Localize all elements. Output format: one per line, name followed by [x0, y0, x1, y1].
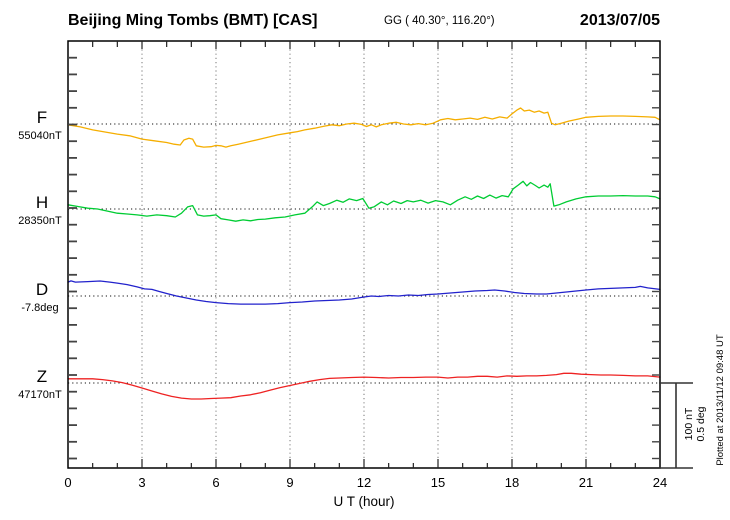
scale-bar: 100 nT 0.5 deg: [659, 382, 707, 469]
series-value-Z: 47170nT: [18, 389, 62, 401]
curve-Z: [67, 372, 661, 400]
series-value-F: 55040nT: [18, 130, 62, 142]
x-tick-label: 15: [431, 475, 445, 490]
curve-F: [67, 107, 661, 148]
series-letter-Z: Z: [37, 367, 47, 386]
geo-coordinates: GG ( 40.30°, 116.20°): [384, 15, 495, 27]
series-value-H: 28350nT: [18, 215, 62, 227]
x-tick-label: 24: [653, 475, 667, 490]
grid-layer: [68, 41, 660, 468]
x-tick-label: 21: [579, 475, 593, 490]
x-tick-label: 18: [505, 475, 519, 490]
x-tick-label: 0: [64, 475, 71, 490]
x-tick-label: 12: [357, 475, 371, 490]
series-value-D: -7.8deg: [21, 302, 58, 314]
series-letter-F: F: [37, 108, 47, 127]
series-letter-D: D: [36, 280, 48, 299]
x-tick-label: 6: [212, 475, 219, 490]
date-label: 2013/07/05: [580, 12, 660, 29]
curve-layer: [67, 107, 661, 400]
page-title: Beijing Ming Tombs (BMT) [CAS]: [68, 12, 317, 29]
scale-bar-label-nt: 100 nT: [683, 407, 695, 440]
series-label-layer: F 55040nT H 28350nT D -7.8deg Z 47170nT: [18, 108, 62, 401]
plotted-at-note: Plotted at 2013/11/12 09:48 UT: [715, 334, 726, 466]
series-letter-H: H: [36, 193, 48, 212]
x-tick-label-layer: 0 3 6 9 12 15 18 21 24: [64, 475, 667, 490]
tick-layer: [68, 41, 660, 468]
x-axis-title: U T (hour): [333, 494, 394, 509]
x-tick-label: 3: [138, 475, 145, 490]
scale-bar-label-deg: 0.5 deg: [695, 406, 707, 441]
x-tick-label: 9: [286, 475, 293, 490]
curve-D: [67, 280, 661, 305]
curve-H: [67, 180, 661, 222]
